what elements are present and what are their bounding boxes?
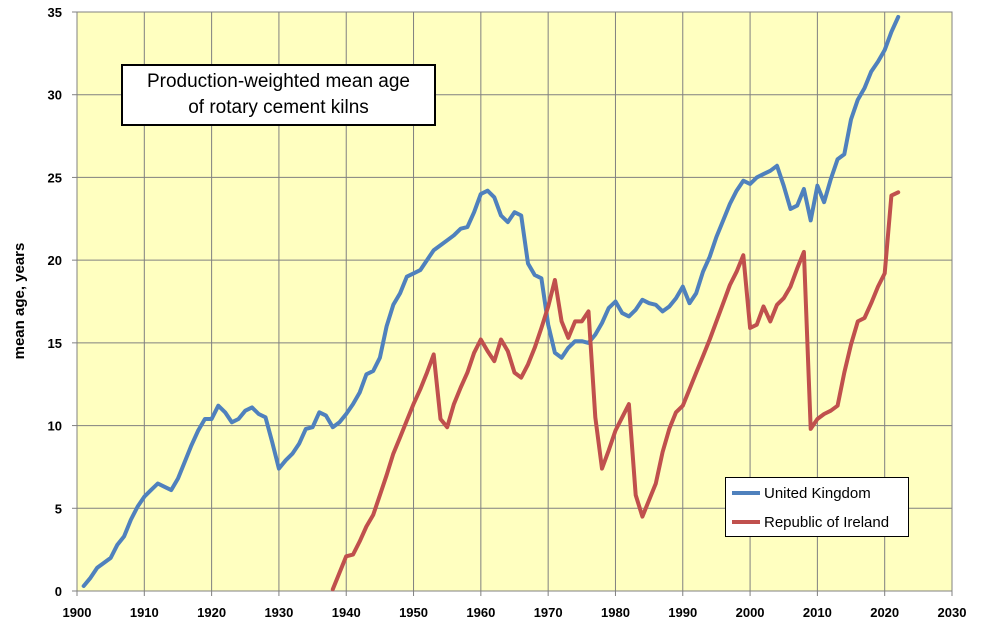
series-line-republic-of-ireland [330, 190, 901, 592]
plot-border [76, 11, 953, 592]
y-axis-label: mean age, years [11, 243, 28, 360]
x-tick-label-1970: 1970 [534, 605, 563, 620]
y-tick-label-25: 25 [48, 170, 62, 185]
chart-title-line-2: of rotary cement kilns [188, 97, 369, 118]
y-tick-label-5: 5 [55, 501, 62, 516]
x-tick-label-2030: 2030 [938, 605, 967, 620]
x-tick-label-2000: 2000 [736, 605, 765, 620]
series-layer [81, 15, 901, 592]
x-tick-label-2020: 2020 [870, 605, 899, 620]
series-line-united-kingdom [81, 15, 901, 588]
y-tick-label-10: 10 [48, 419, 62, 434]
x-axis-ticks: 1900 1910 1920 1930 1940 1950 1960 1970 1980 1990… [63, 591, 967, 620]
x-tick-label-1980: 1980 [601, 605, 630, 620]
x-tick-label-1960: 1960 [466, 605, 495, 620]
y-tick-label-35: 35 [48, 5, 62, 20]
x-tick-label-2010: 2010 [803, 605, 832, 620]
chart-title-line-1: Production-weighted mean age [146, 71, 410, 92]
y-tick-label-0: 0 [55, 584, 62, 599]
y-tick-label-15: 15 [48, 336, 62, 351]
x-tick-label-1920: 1920 [197, 605, 226, 620]
x-tick-label-1900: 1900 [63, 605, 92, 620]
y-tick-label-20: 20 [48, 253, 62, 268]
x-tick-label-1930: 1930 [264, 605, 293, 620]
legend-label-republic-of-ireland: Republic of Ireland [764, 513, 890, 531]
x-tick-label-1910: 1910 [130, 605, 159, 620]
legend: United Kingdom Republic of Ireland [725, 477, 909, 537]
legend-swatch-united-kingdom [732, 491, 760, 495]
legend-swatch-republic-of-ireland [732, 520, 760, 524]
x-tick-label-1940: 1940 [332, 605, 361, 620]
x-tick-label-1950: 1950 [399, 605, 428, 620]
legend-item-united-kingdom: United Kingdom [732, 483, 871, 503]
y-tick-label-30: 30 [48, 88, 62, 103]
legend-item-republic-of-ireland: Republic of Ireland [732, 512, 889, 532]
y-axis-ticks: 0 5 10 15 20 25 30 35 [48, 5, 77, 599]
chart-title-box: Production-weighted mean age of rotary c… [121, 64, 436, 126]
x-tick-label-1990: 1990 [668, 605, 697, 620]
legend-label-united-kingdom: United Kingdom [764, 484, 871, 502]
